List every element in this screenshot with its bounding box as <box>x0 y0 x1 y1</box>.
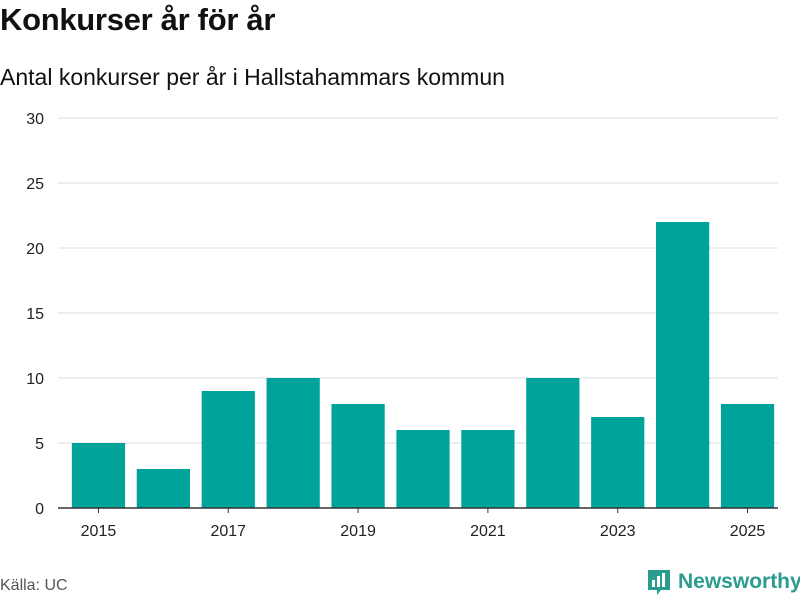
bar-2024 <box>656 222 710 508</box>
bar-2020 <box>396 430 450 508</box>
bar-2016 <box>136 469 190 508</box>
bars <box>71 222 775 508</box>
y-tick-label-25: 25 <box>26 176 44 193</box>
bar-2022 <box>526 378 580 508</box>
brand-logo: Newsworthy <box>646 568 800 596</box>
bar-2019 <box>331 404 385 508</box>
brand-name: Newsworthy <box>678 570 800 593</box>
bar-2017 <box>201 391 255 508</box>
chart-title: Konkurser år för år <box>0 2 276 37</box>
x-tick-labels: 2015 2017 2019 2021 2023 2025 <box>81 508 766 540</box>
bar-2018 <box>266 378 320 508</box>
y-tick-label-5: 5 <box>35 436 44 453</box>
bar-chart-logo-icon <box>648 570 670 595</box>
bar-2023 <box>591 417 645 508</box>
bar-2021 <box>461 430 515 508</box>
y-tick-label-15: 15 <box>26 306 44 323</box>
x-tick-label-2015: 2015 <box>81 523 117 540</box>
y-tick-label-30: 30 <box>26 111 44 128</box>
x-tick-label-2023: 2023 <box>600 523 636 540</box>
x-tick-label-2017: 2017 <box>210 523 246 540</box>
y-tick-label-20: 20 <box>26 241 44 258</box>
x-tick-label-2025: 2025 <box>730 523 766 540</box>
bar-2015 <box>71 443 126 508</box>
x-tick-label-2019: 2019 <box>340 523 376 540</box>
y-tick-label-0: 0 <box>35 501 44 518</box>
bar-2025 <box>720 404 775 508</box>
chart-subtitle: Antal konkurser per år i Hallstahammars … <box>0 64 505 90</box>
x-tick-label-2021: 2021 <box>470 523 506 540</box>
source-note: Källa: UC <box>0 577 68 594</box>
y-tick-labels: 0 5 10 15 20 25 30 <box>26 111 44 518</box>
y-tick-label-10: 10 <box>26 371 44 388</box>
